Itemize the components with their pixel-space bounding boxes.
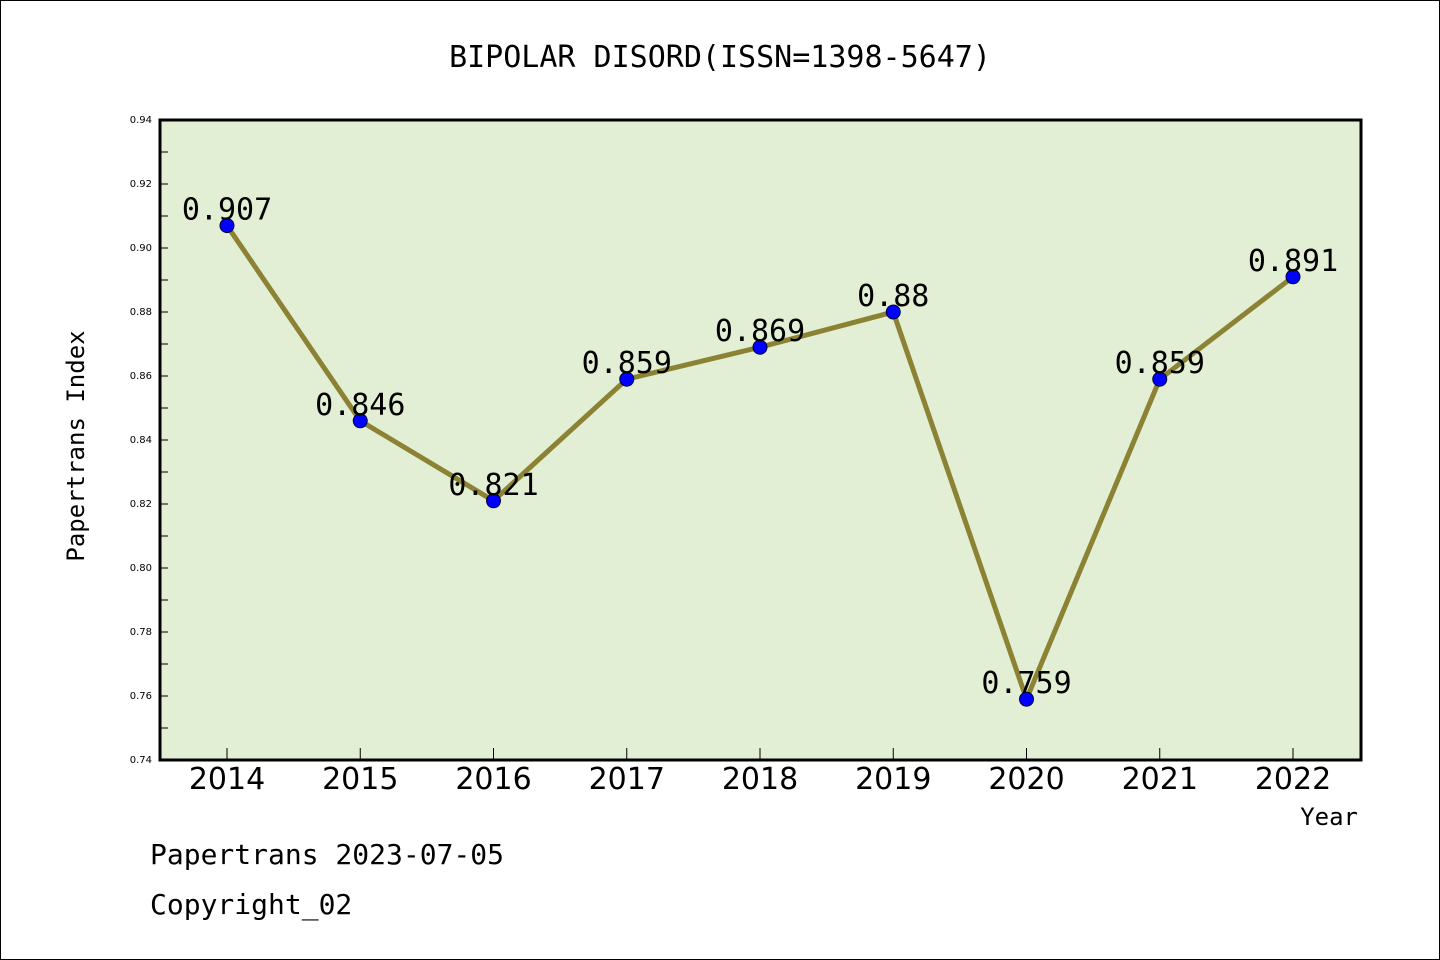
data-labels: 0.907 0.846 0.821 0.859 0.869 0.88 0.759 0.859 0…: [182, 193, 1338, 702]
data-label: 0.907: [182, 193, 272, 228]
data-label: 0.88: [857, 279, 929, 314]
data-point: [885, 304, 901, 320]
data-point: [1019, 691, 1034, 707]
x-axis: 2014 2015 2016 2017 2018 2019 2020 2021 2022: [189, 748, 1331, 797]
x-tick-label: 2019: [855, 762, 931, 797]
y-tick-label: 0.88: [130, 307, 152, 318]
data-label: 0.759: [981, 666, 1071, 701]
data-point: [1152, 371, 1168, 387]
x-tick-label: 2021: [1122, 762, 1198, 797]
y-tick-label: 0.92: [130, 179, 152, 190]
x-tick-label: 2015: [322, 762, 398, 797]
data-label: 0.859: [582, 346, 672, 381]
data-label: 0.846: [315, 388, 405, 423]
data-point: [1285, 269, 1301, 285]
data-label: 0.821: [448, 468, 538, 503]
data-point: [752, 339, 768, 355]
footer-copyright: Copyright_02: [150, 888, 352, 922]
data-point: [219, 218, 235, 234]
data-label: 0.859: [1115, 346, 1205, 381]
y-axis-label: Papertrans Index: [62, 330, 90, 561]
x-tick-label: 2014: [189, 762, 265, 797]
series-markers: [219, 218, 1301, 707]
data-label: 0.869: [715, 314, 805, 349]
x-tick-label: 2016: [455, 762, 531, 797]
x-tick-label: 2017: [589, 762, 665, 797]
y-tick-label: 0.76: [130, 691, 152, 702]
x-tick-label: 2020: [988, 762, 1064, 797]
y-tick-label: 0.80: [130, 563, 152, 574]
data-label: 0.891: [1248, 244, 1338, 279]
y-tick-label: 0.94: [130, 115, 152, 126]
y-tick-label: 0.86: [130, 371, 152, 382]
chart-title: BIPOLAR DISORD(ISSN=1398-5647): [449, 40, 991, 75]
y-tick-label: 0.74: [130, 755, 152, 766]
data-point: [486, 493, 501, 509]
y-tick-label: 0.90: [130, 243, 152, 254]
y-tick-label: 0.84: [130, 435, 152, 446]
y-axis: 0.74 0.76 0.78 0.80 0.82 0.84 0.86 0.88 0.90 0.92…: [130, 115, 168, 766]
footer-date: Papertrans 2023-07-05: [150, 838, 504, 871]
data-point: [352, 413, 368, 429]
data-point: [619, 371, 635, 387]
plot-area: [158, 118, 1363, 762]
x-axis-label: Year: [1300, 803, 1358, 831]
y-tick-label: 0.78: [130, 627, 152, 638]
x-tick-label: 2018: [722, 762, 798, 797]
x-tick-label: 2022: [1255, 762, 1331, 797]
y-tick-label: 0.82: [130, 499, 152, 510]
